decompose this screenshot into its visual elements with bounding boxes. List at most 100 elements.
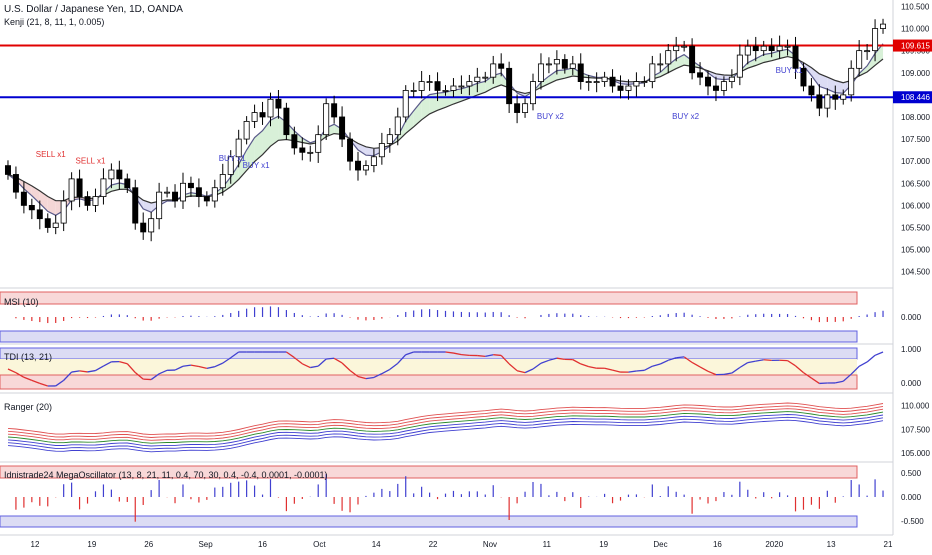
candle-body xyxy=(554,59,559,63)
candle-body xyxy=(117,170,122,179)
candle-body xyxy=(610,77,615,86)
candle-body xyxy=(411,90,416,91)
candle-body xyxy=(157,192,162,219)
slow-ma-line xyxy=(8,57,883,203)
candle-body xyxy=(21,192,26,205)
ranger-pane-title: Ranger (20) xyxy=(4,402,52,412)
tdi-line-segment xyxy=(461,355,469,356)
tdi-upper-band xyxy=(0,348,857,359)
candle-body xyxy=(865,51,870,52)
price-tick-label: 105.500 xyxy=(901,224,930,233)
candle-body xyxy=(538,64,543,82)
candle-body xyxy=(403,90,408,117)
candle-body xyxy=(459,86,464,87)
candle-body xyxy=(101,179,106,197)
candle-body xyxy=(507,68,512,103)
candle-body xyxy=(427,82,432,83)
candle-body xyxy=(451,86,456,90)
candle-body xyxy=(300,148,305,152)
candle-body xyxy=(634,82,639,86)
candle-body xyxy=(705,77,710,86)
candle-body xyxy=(188,183,193,187)
candle-body xyxy=(618,86,623,90)
candle-body xyxy=(578,64,583,82)
candle-body xyxy=(109,170,114,179)
mega-tick-label: -0.500 xyxy=(901,517,924,526)
candle-body xyxy=(825,95,830,108)
price-tick-label: 110.000 xyxy=(901,25,930,34)
tdi-line-segment xyxy=(867,355,875,362)
candle-body xyxy=(602,77,607,81)
candle-body xyxy=(809,86,814,95)
tdi-pane-title: TDI (13, 21) xyxy=(4,352,52,362)
candle-body xyxy=(435,82,440,91)
candle-body xyxy=(93,197,98,206)
candle-body xyxy=(308,152,313,153)
candle-body xyxy=(340,117,345,139)
candle-body xyxy=(85,197,90,206)
price-tick-label: 107.000 xyxy=(901,157,930,166)
candle-body xyxy=(570,64,575,68)
candle-body xyxy=(522,104,527,113)
msi-lower-band xyxy=(0,331,857,342)
candle-body xyxy=(164,192,169,193)
x-tick-label: 2020 xyxy=(765,540,783,549)
price-tick-label: 105.000 xyxy=(901,246,930,255)
tdi-tick-label: 0.000 xyxy=(901,379,922,388)
x-tick-label: 14 xyxy=(372,540,381,549)
candle-body xyxy=(761,46,766,50)
candle-body xyxy=(387,135,392,144)
candle-body xyxy=(196,188,201,197)
candle-body xyxy=(5,166,10,175)
price-tick-label: 108.000 xyxy=(901,113,930,122)
mega-lower-band xyxy=(0,516,857,527)
candle-body xyxy=(753,46,758,50)
candle-body xyxy=(69,179,74,201)
candle-body xyxy=(347,139,352,161)
x-tick-label: 11 xyxy=(543,540,552,549)
candle-body xyxy=(777,46,782,50)
candle-body xyxy=(61,201,66,223)
candle-body xyxy=(546,64,551,65)
candle-body xyxy=(697,73,702,77)
x-tick-label: 12 xyxy=(31,540,40,549)
x-tick-label: 13 xyxy=(827,540,836,549)
fast-ma-line xyxy=(8,44,883,216)
x-tick-label: Oct xyxy=(313,540,326,549)
candle-body xyxy=(483,77,488,78)
candle-body xyxy=(785,46,790,47)
candle-body xyxy=(475,77,480,81)
candle-body xyxy=(141,223,146,232)
candle-body xyxy=(499,64,504,68)
candle-body xyxy=(880,24,885,28)
indicator-label: Kenji (21, 8, 11, 1, 0.005) xyxy=(4,17,104,27)
signal-label: SELL x1 xyxy=(36,150,66,159)
candle-body xyxy=(395,117,400,135)
candle-body xyxy=(149,219,154,232)
x-tick-label: 22 xyxy=(429,540,438,549)
candle-body xyxy=(594,82,599,83)
candle-body xyxy=(37,210,42,219)
candle-body xyxy=(77,179,82,197)
tdi-line-segment xyxy=(875,352,883,355)
x-tick-label: 21 xyxy=(884,540,893,549)
tdi-line-segment xyxy=(636,370,644,371)
level-tag-label: 108.446 xyxy=(901,93,930,102)
chart-title: U.S. Dollar / Japanese Yen, 1D, OANDA xyxy=(4,4,183,15)
candle-body xyxy=(817,95,822,108)
candle-body xyxy=(515,104,520,113)
tdi-line-segment xyxy=(764,360,772,361)
candle-body xyxy=(363,166,368,170)
x-tick-label: 19 xyxy=(87,540,96,549)
price-tick-label: 106.500 xyxy=(901,179,930,188)
ranger-tick-label: 105.000 xyxy=(901,449,930,458)
candle-body xyxy=(737,55,742,77)
candle-body xyxy=(586,82,591,83)
candle-body xyxy=(212,188,217,201)
signal-label: BUY x2 xyxy=(672,112,700,121)
signal-label: BUY x1 xyxy=(243,161,271,170)
candle-body xyxy=(220,174,225,187)
candle-body xyxy=(53,223,58,227)
